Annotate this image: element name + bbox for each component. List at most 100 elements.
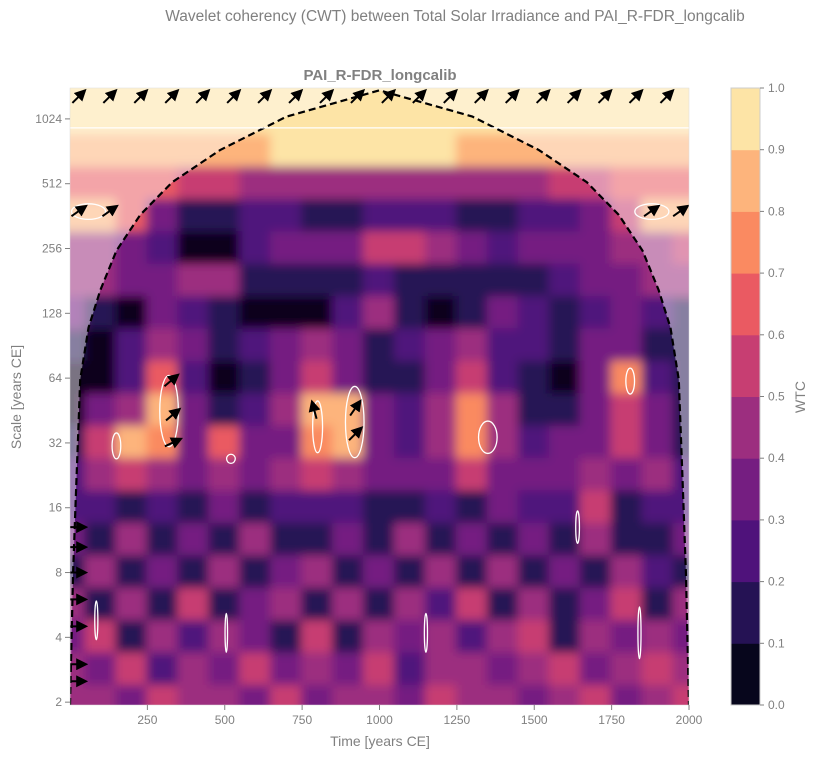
- heatmap-cell: [548, 263, 582, 299]
- heatmap-cell: [610, 296, 644, 331]
- heatmap-cell: [672, 458, 689, 493]
- heatmap-cell: [115, 393, 149, 428]
- heatmap-cell: [363, 555, 396, 590]
- heatmap-cell: [115, 263, 149, 299]
- heatmap-cell: [70, 231, 87, 266]
- heatmap-cell: [270, 458, 304, 493]
- heatmap-cell: [332, 587, 366, 623]
- heatmap-cell: [332, 134, 366, 169]
- heatmap-cell: [115, 101, 149, 137]
- phase-arrow: [535, 88, 551, 104]
- heatmap-cell: [610, 458, 644, 493]
- heatmap-cell: [517, 425, 551, 461]
- phase-arrow: [102, 88, 118, 104]
- significance-contour: [224, 612, 229, 653]
- heatmap-cell: [84, 231, 118, 266]
- heatmap-cell: [208, 587, 242, 623]
- heatmap-cell: [84, 296, 118, 331]
- heatmap-cell: [672, 360, 689, 396]
- coi-shading: [70, 88, 689, 705]
- y-tick-label: 128: [42, 306, 62, 320]
- heatmap-cell: [115, 166, 149, 201]
- heatmap-cell: [517, 620, 551, 655]
- heatmap-cell: [393, 263, 427, 299]
- heatmap-cell: [393, 555, 427, 590]
- heatmap-cell: [332, 490, 366, 525]
- heatmap-cell: [548, 458, 582, 493]
- heatmap-cell: [208, 393, 242, 428]
- heatmap-cell: [84, 101, 118, 137]
- heatmap-cell: [672, 684, 689, 705]
- heatmap-cell: [393, 328, 427, 363]
- phase-arrow: [412, 88, 427, 104]
- heatmap-cell: [424, 393, 458, 428]
- heatmap-cell: [579, 360, 613, 396]
- heatmap-cell: [548, 296, 582, 331]
- heatmap-cell: [672, 620, 689, 655]
- heatmap-cell: [579, 166, 613, 201]
- heatmap-cell: [177, 360, 211, 396]
- heatmap-cell: [84, 652, 118, 687]
- phase-arrow: [349, 399, 362, 417]
- heatmap-cell: [301, 425, 335, 461]
- colorbar-band: [731, 519, 760, 583]
- heatmap-cell: [146, 522, 180, 558]
- heatmap-cell: [332, 652, 366, 687]
- heatmap-cell: [641, 620, 675, 655]
- heatmap-cell: [393, 134, 427, 169]
- colorbar-band: [731, 458, 760, 521]
- heatmap-cell: [115, 684, 149, 705]
- heatmap-cell: [455, 263, 489, 299]
- heatmap-cell: [455, 490, 489, 525]
- significance-contour: [225, 453, 236, 464]
- heatmap-cell: [332, 425, 366, 461]
- y-tick-label: 1024: [35, 112, 62, 126]
- phase-arrow: [195, 88, 211, 104]
- heatmap-cell: [610, 425, 644, 461]
- heatmap-cell: [455, 328, 489, 363]
- phase-arrow: [308, 399, 321, 420]
- phase-arrow: [628, 88, 644, 104]
- colorbar-tick-label: 0.3: [768, 513, 785, 527]
- heatmap-cell: [208, 490, 242, 525]
- heatmap-cell: [363, 166, 396, 201]
- heatmap-cell: [332, 231, 366, 266]
- heatmap-cell: [424, 263, 458, 299]
- heatmap-cell: [301, 652, 335, 687]
- heatmap-cell: [641, 652, 675, 687]
- heatmap-cell: [393, 620, 427, 655]
- heatmap-cell: [517, 360, 551, 396]
- heatmap-cell: [208, 231, 242, 266]
- heatmap-cell: [70, 425, 87, 461]
- heatmap-cell: [548, 490, 582, 525]
- heatmap-cell: [517, 458, 551, 493]
- heatmap-cell: [301, 555, 335, 590]
- phase-arrow: [443, 88, 458, 104]
- heatmap-cell: [208, 134, 242, 169]
- heatmap-cell: [641, 522, 675, 558]
- heatmap-cell: [393, 490, 427, 525]
- heatmap-cell: [301, 166, 335, 201]
- heatmap-cell: [239, 198, 273, 234]
- y-tick-label: 256: [42, 242, 62, 256]
- heatmap-cell: [208, 458, 242, 493]
- heatmap-cell: [84, 522, 118, 558]
- heatmap-cell: [177, 134, 211, 169]
- heatmap-cell: [332, 393, 366, 428]
- heatmap-cell: [208, 684, 242, 705]
- y-tick-label: 32: [49, 436, 63, 450]
- heatmap-cell: [579, 425, 613, 461]
- heatmap-cell: [208, 522, 242, 558]
- heatmap-cell: [424, 134, 458, 169]
- heatmap-cell: [146, 458, 180, 493]
- heatmap-cell: [301, 328, 335, 363]
- heatmap-cell: [239, 587, 273, 623]
- x-tick-label: 500: [215, 713, 235, 727]
- heatmap-cell: [672, 587, 689, 623]
- heatmap-cell: [177, 587, 211, 623]
- colorbar-label: WTC: [792, 381, 808, 413]
- colorbar-band: [731, 88, 760, 151]
- heatmap-cell: [393, 522, 427, 558]
- heatmap-cell: [486, 263, 520, 299]
- heatmap-cell: [146, 296, 180, 331]
